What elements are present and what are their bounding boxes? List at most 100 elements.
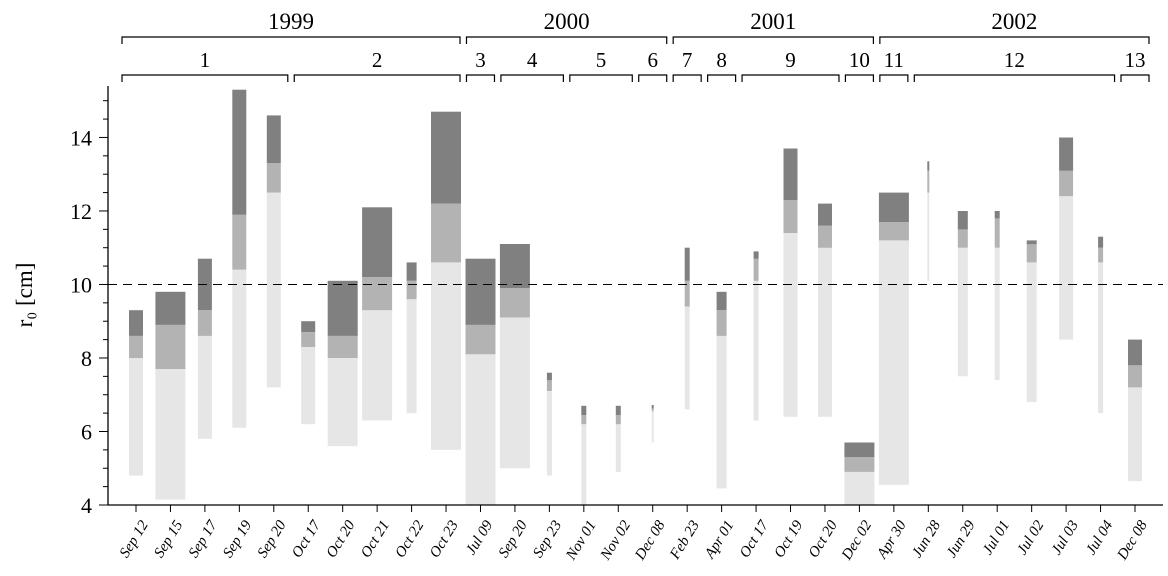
y-axis-label: r₀ [cm]: [12, 263, 37, 328]
bar-segment-middle: [716, 310, 727, 336]
group-bracket: 6: [638, 48, 668, 82]
x-tick-label: Dec 08: [632, 518, 669, 564]
group-bracket-label: 2: [372, 48, 383, 72]
bar-segment-top: [684, 247, 690, 281]
group-bracket: 5: [569, 48, 633, 82]
bar: [266, 115, 281, 388]
group-bracket-line: [569, 74, 633, 82]
group-bracket-label: 11: [884, 48, 904, 72]
year-bracket-line: [879, 36, 1150, 44]
group-bracket: 13: [1120, 48, 1150, 82]
group-bracket-line: [1120, 74, 1150, 82]
bar: [232, 89, 247, 428]
y-tick-label: 14: [70, 125, 92, 150]
bar: [716, 291, 727, 489]
group-bracket: 4: [500, 48, 564, 82]
group-bracket: 7: [672, 48, 702, 82]
group-bracket-line: [741, 74, 840, 82]
bar-segment-base: [994, 247, 1000, 380]
x-tick-label: Dec 08: [1114, 518, 1151, 564]
bar-segment-base: [431, 262, 461, 450]
bar-segment-top: [499, 244, 530, 289]
group-bracket-label: 6: [647, 48, 658, 72]
bar-segment-top: [716, 291, 727, 311]
bar-segment-base: [716, 335, 727, 489]
x-tick-label: Jul 03: [1049, 518, 1082, 558]
bar-segment-top: [844, 442, 875, 458]
y-tick-label: 6: [81, 419, 92, 444]
group-bracket-label: 13: [1125, 48, 1146, 72]
y-tick-label: 12: [70, 199, 92, 224]
bar-segment-base: [327, 358, 358, 447]
group-bracket-label: 8: [716, 48, 727, 72]
bar: [581, 405, 587, 505]
bar-segment-middle: [197, 310, 212, 336]
bar-segment-middle: [232, 214, 247, 270]
bar-segment-middle: [431, 203, 461, 263]
bar: [927, 161, 930, 281]
x-tick-label: Oct 20: [324, 518, 359, 561]
group-bracket-line: [500, 74, 564, 82]
bar-segment-top: [406, 262, 417, 281]
x-tick-label: Oct 22: [392, 518, 427, 561]
bar-segment-middle: [155, 324, 186, 369]
group-bracket-line: [844, 74, 875, 82]
bar-segment-base: [232, 269, 247, 428]
bar-segment-middle: [465, 324, 496, 355]
group-bracket-line: [638, 74, 668, 82]
bar-segment-base: [155, 369, 186, 500]
year-bracket: 2002: [879, 9, 1150, 44]
group-bracket-line: [293, 74, 461, 82]
bar-segment-base: [465, 354, 496, 505]
bar-segment-base: [753, 280, 759, 421]
bar-segment-middle: [1098, 247, 1104, 263]
bar-segment-middle: [1026, 244, 1037, 263]
bar: [783, 148, 798, 417]
bar: [1128, 339, 1142, 482]
x-tick-label: Jun 29: [944, 518, 979, 561]
bar: [1026, 240, 1037, 403]
bar: [957, 211, 968, 377]
bar-segment-middle: [129, 335, 143, 358]
bar: [684, 247, 690, 410]
x-tick-label: Oct 17: [737, 517, 773, 561]
bar-segment-middle: [783, 199, 798, 233]
bar-segment-middle: [546, 380, 552, 391]
group-bracket-line: [913, 74, 1116, 82]
bar-segment-middle: [927, 170, 930, 193]
group-bracket-line: [121, 74, 289, 82]
bar-segment-top: [1128, 339, 1142, 366]
bar-segment-top: [546, 372, 552, 381]
bar-segment-top: [129, 310, 143, 336]
bar-segment-base: [499, 317, 530, 469]
x-tick-label: Apr 30: [874, 518, 910, 563]
group-bracket: 10: [844, 48, 875, 82]
bar-segment-middle: [266, 163, 281, 193]
x-tick-label: Apr 01: [702, 518, 738, 562]
bar-segment-base: [927, 192, 930, 281]
group-bracket: 2: [293, 48, 461, 82]
bar-segment-top: [753, 251, 759, 259]
bar-segment-base: [546, 391, 552, 476]
bar-segment-top: [818, 203, 832, 226]
bar-segment-top: [783, 148, 798, 200]
x-tick-label: Sep 19: [220, 518, 255, 561]
group-bracket-label: 9: [785, 48, 796, 72]
x-tick-label: Sep 23: [530, 518, 565, 561]
group-bracket-line: [707, 74, 737, 82]
bar-segment-base: [406, 299, 417, 414]
bar-segment-base: [783, 233, 798, 417]
bar: [994, 211, 1000, 380]
bar-segment-top: [581, 405, 587, 415]
x-tick-label: Sep 17: [186, 517, 222, 561]
bar-segment-middle: [818, 225, 832, 248]
group-bracket-line: [465, 74, 496, 82]
bar-segment-base: [844, 471, 875, 505]
bar-segment-base: [301, 347, 316, 425]
bar-segment-base: [1128, 387, 1142, 482]
x-tick-label: Oct 23: [427, 518, 462, 561]
bar: [327, 280, 358, 447]
group-bracket-label: 7: [682, 48, 693, 72]
